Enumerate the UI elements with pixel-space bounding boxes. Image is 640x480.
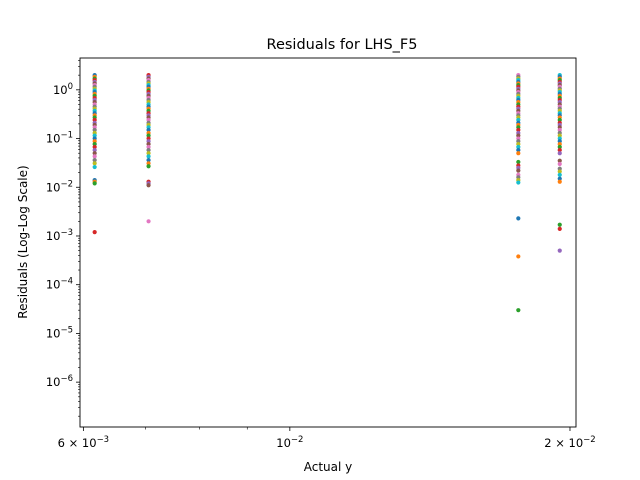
data-point (92, 151, 97, 156)
data-point (557, 158, 562, 163)
data-point (92, 144, 97, 150)
plot-area-frame (79, 57, 577, 428)
data-point (557, 179, 562, 184)
data-point (146, 161, 151, 166)
data-point (516, 133, 521, 138)
x-axis-label: Actual y (304, 460, 353, 474)
data-point (557, 226, 562, 231)
data-point (516, 159, 521, 165)
data-point (146, 164, 151, 169)
y-tick-label: 100 (53, 82, 73, 97)
y-tick-label: 10−1 (46, 131, 73, 146)
data-point (516, 180, 521, 185)
scatter-points (92, 73, 562, 313)
data-point (557, 172, 562, 177)
data-point (557, 222, 562, 227)
data-point (516, 144, 521, 150)
data-point (92, 133, 97, 138)
x-tick-label: 10−2 (276, 435, 303, 450)
data-point (92, 181, 97, 186)
data-point (92, 154, 97, 159)
data-point (516, 151, 521, 156)
data-point (557, 147, 562, 153)
data-point (557, 127, 562, 133)
data-point (557, 141, 562, 147)
data-point (146, 144, 151, 150)
data-point (557, 144, 562, 150)
y-tick-label: 10−5 (46, 325, 73, 340)
data-point (92, 161, 97, 166)
data-point (557, 161, 562, 167)
data-point (516, 147, 521, 153)
data-point (516, 141, 521, 147)
y-tick-label: 10−2 (46, 179, 73, 194)
data-point (92, 164, 97, 170)
x-axis: 6 × 10−3 10−2 2 × 10−2 (58, 427, 596, 450)
data-point (516, 127, 521, 133)
data-point (516, 216, 521, 221)
y-tick-label: 10−4 (46, 277, 73, 292)
data-point (146, 141, 151, 147)
data-point (146, 127, 151, 133)
data-point (146, 147, 151, 153)
y-axis: 100 10−1 10−2 10−3 10−4 10−5 10−6 (46, 60, 80, 417)
data-point (516, 308, 521, 313)
data-point (516, 168, 521, 173)
y-tick-label: 10−6 (46, 374, 73, 389)
data-point (92, 127, 97, 133)
data-point (146, 219, 151, 224)
data-point (146, 133, 151, 138)
y-axis-label: Residuals (Log-Log Scale) (16, 165, 30, 318)
data-point (557, 176, 562, 181)
data-point (557, 248, 562, 253)
data-point (557, 133, 562, 138)
data-point (146, 158, 151, 163)
data-point (92, 147, 97, 153)
data-point (146, 154, 151, 159)
data-point (516, 254, 521, 259)
data-point (557, 169, 562, 174)
x-tick-label: 6 × 10−3 (58, 435, 109, 450)
chart-title: Residuals for LHS_F5 (267, 37, 418, 53)
data-point (92, 141, 97, 147)
data-point (92, 230, 97, 235)
data-point (557, 151, 562, 156)
data-point (146, 151, 151, 156)
x-tick-label: 2 × 10−2 (544, 435, 595, 450)
y-tick-label: 10−3 (46, 228, 73, 243)
data-point (146, 183, 151, 188)
data-point (92, 158, 97, 163)
